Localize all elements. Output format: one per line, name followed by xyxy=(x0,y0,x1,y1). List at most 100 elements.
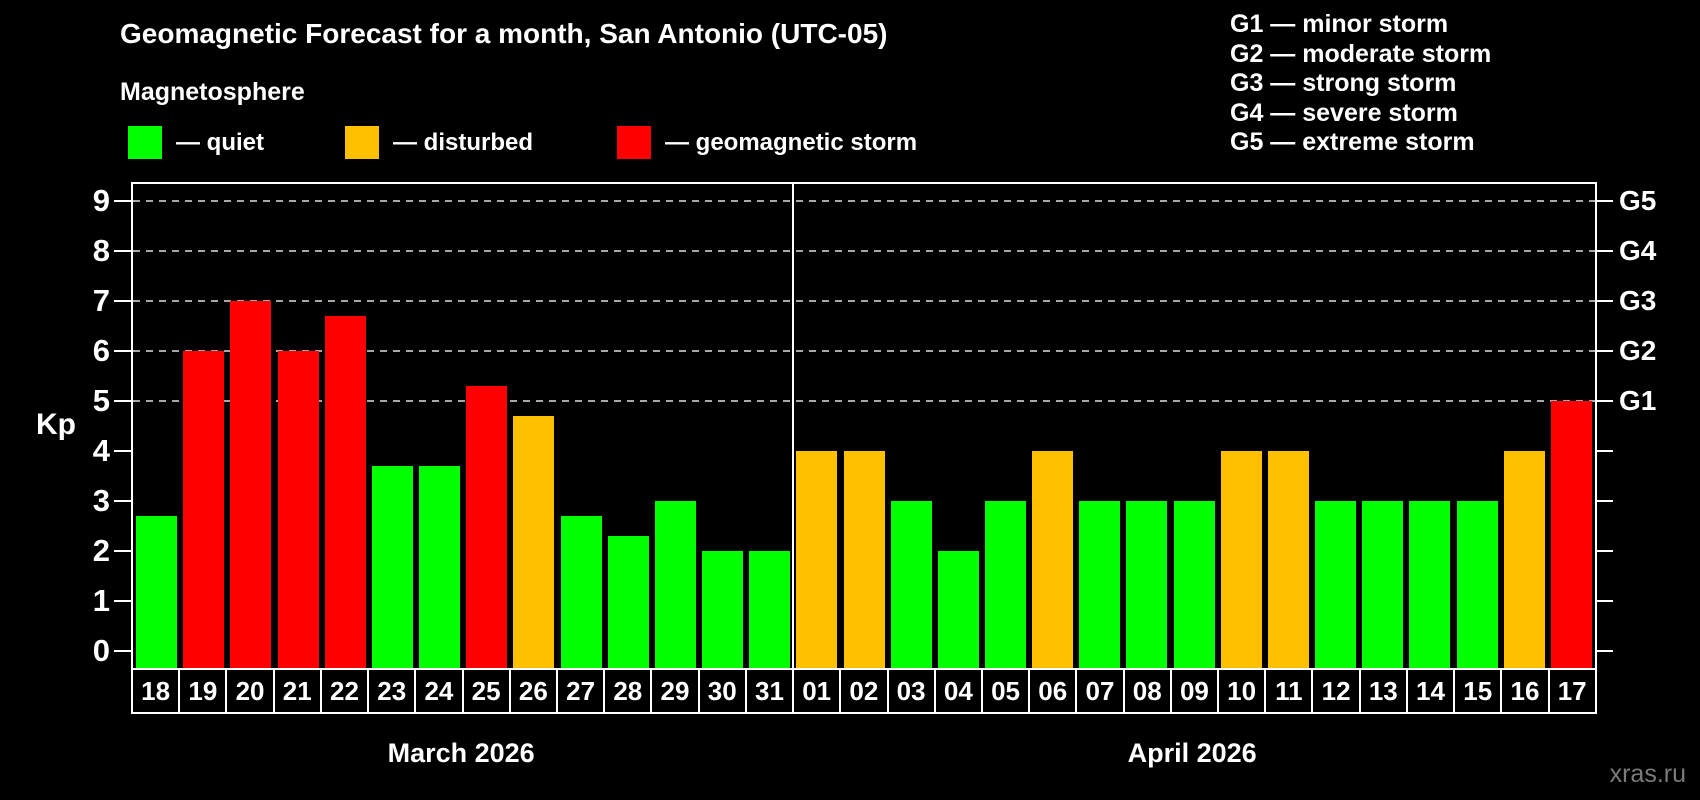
day-label-03: 03 xyxy=(886,668,936,714)
kp-bar-day-19 xyxy=(183,351,225,670)
y-tick-left-1 xyxy=(114,600,131,602)
g-legend-item: G5 — extreme storm xyxy=(1230,128,1475,156)
gridline-kp-9 xyxy=(133,200,1595,202)
kp-bar-day-06 xyxy=(1032,451,1074,670)
day-label-10: 10 xyxy=(1217,668,1267,714)
month-label-april: April 2026 xyxy=(1127,738,1257,768)
g-level-label-G3: G3 xyxy=(1619,285,1657,316)
y-tick-left-9 xyxy=(114,200,131,202)
day-label-09: 09 xyxy=(1169,668,1220,714)
y-tick-right-7 xyxy=(1597,300,1613,302)
day-label-17: 17 xyxy=(1547,668,1597,714)
legend-swatch-disturbed xyxy=(345,126,379,159)
day-label-21: 21 xyxy=(272,668,322,714)
day-label-07: 07 xyxy=(1075,668,1125,714)
kp-bar-day-01 xyxy=(796,451,838,670)
y-tick-right-2 xyxy=(1597,550,1613,552)
kp-bar-day-07 xyxy=(1079,501,1121,670)
kp-bar-day-13 xyxy=(1362,501,1404,670)
day-label-02: 02 xyxy=(839,668,889,714)
g-legend-item: G2 — moderate storm xyxy=(1230,39,1492,68)
day-label-12: 12 xyxy=(1311,668,1361,714)
g-legend-item: G4 — severe storm xyxy=(1230,98,1458,127)
gridline-kp-8 xyxy=(133,250,1595,252)
y-tick-right-6 xyxy=(1597,350,1613,352)
day-label-18: 18 xyxy=(131,668,181,714)
y-tick-left-8 xyxy=(114,250,131,252)
kp-bar-day-26 xyxy=(513,416,555,670)
y-tick-right-5 xyxy=(1597,400,1613,402)
kp-bar-day-23 xyxy=(371,466,413,670)
y-tick-label-8: 8 xyxy=(92,233,110,268)
month-divider-line xyxy=(792,184,795,668)
g-level-label-G5: G5 xyxy=(1619,185,1657,216)
x-axis-day-labels: 18 19 20 21 22 23 24 25 26 27 28 29 30 31 01 02 03 04 05 06… xyxy=(131,668,1597,714)
y-tick-label-0: 0 xyxy=(92,633,110,668)
kp-bar-day-11 xyxy=(1267,451,1309,670)
y-tick-label-7: 7 xyxy=(92,283,110,318)
day-label-30: 30 xyxy=(697,668,747,714)
kp-bar-day-10 xyxy=(1220,451,1262,670)
kp-bar-day-03 xyxy=(890,501,932,670)
gridline-kp-6 xyxy=(133,350,1595,352)
day-label-31: 31 xyxy=(744,668,795,714)
y-tick-left-3 xyxy=(114,500,131,502)
y-tick-label-5: 5 xyxy=(92,383,110,418)
magnetosphere-label: Magnetosphere xyxy=(120,78,305,106)
y-tick-left-5 xyxy=(114,400,131,402)
month-label-march: March 2026 xyxy=(387,738,535,768)
y-tick-left-0 xyxy=(114,650,131,652)
kp-bar-day-30 xyxy=(702,551,744,670)
kp-bar-day-27 xyxy=(560,516,602,670)
g-level-label-G1: G1 xyxy=(1619,385,1657,416)
g-legend-item: G1 — minor storm xyxy=(1230,10,1449,38)
y-tick-right-3 xyxy=(1597,500,1613,502)
day-label-28: 28 xyxy=(603,668,653,714)
kp-bar-day-05 xyxy=(984,501,1026,670)
y-tick-left-4 xyxy=(114,450,131,452)
day-label-23: 23 xyxy=(367,668,417,714)
day-label-20: 20 xyxy=(225,668,275,714)
day-label-04: 04 xyxy=(933,668,983,714)
legend-swatch-storm xyxy=(617,126,651,159)
y-tick-label-9: 9 xyxy=(92,183,110,218)
y-tick-right-8 xyxy=(1597,250,1613,252)
plot-area xyxy=(131,182,1597,670)
kp-bar-day-08 xyxy=(1126,501,1168,670)
day-label-01: 01 xyxy=(792,668,842,714)
y-tick-right-4 xyxy=(1597,450,1613,452)
legend-label-quiet: — quiet xyxy=(176,129,264,156)
day-label-16: 16 xyxy=(1500,668,1550,714)
g-level-label-G4: G4 xyxy=(1619,235,1657,266)
kp-bar-day-21 xyxy=(277,351,319,670)
y-tick-label-6: 6 xyxy=(92,333,110,368)
kp-bar-day-12 xyxy=(1315,501,1357,670)
day-label-15: 15 xyxy=(1453,668,1503,714)
y-tick-left-7 xyxy=(114,300,131,302)
g-scale-legend: G1 — minor storm G2 — moderate storm G3 — … xyxy=(1230,10,1491,158)
y-tick-label-2: 2 xyxy=(92,533,110,568)
g-legend-item: G3 — strong storm xyxy=(1230,69,1457,97)
kp-bar-day-29 xyxy=(654,501,696,670)
day-label-29: 29 xyxy=(650,668,700,714)
kp-bar-day-14 xyxy=(1409,501,1451,670)
kp-bar-day-24 xyxy=(419,466,461,670)
watermark: xras.ru xyxy=(1609,760,1686,788)
day-label-11: 11 xyxy=(1264,668,1314,714)
kp-bar-day-02 xyxy=(843,451,885,670)
day-label-13: 13 xyxy=(1358,668,1408,714)
day-label-05: 05 xyxy=(980,668,1031,714)
y-axis-title: Kp xyxy=(36,408,76,441)
kp-bar-day-09 xyxy=(1173,501,1215,670)
y-tick-left-2 xyxy=(114,550,131,552)
day-label-19: 19 xyxy=(178,668,228,714)
legend-label-disturbed: — disturbed xyxy=(393,129,534,156)
y-tick-label-3: 3 xyxy=(92,483,110,518)
day-label-25: 25 xyxy=(461,668,511,714)
day-label-06: 06 xyxy=(1028,668,1078,714)
day-label-27: 27 xyxy=(555,668,606,714)
y-tick-label-4: 4 xyxy=(92,433,110,468)
kp-bar-day-18 xyxy=(136,516,178,670)
y-tick-left-6 xyxy=(114,350,131,352)
